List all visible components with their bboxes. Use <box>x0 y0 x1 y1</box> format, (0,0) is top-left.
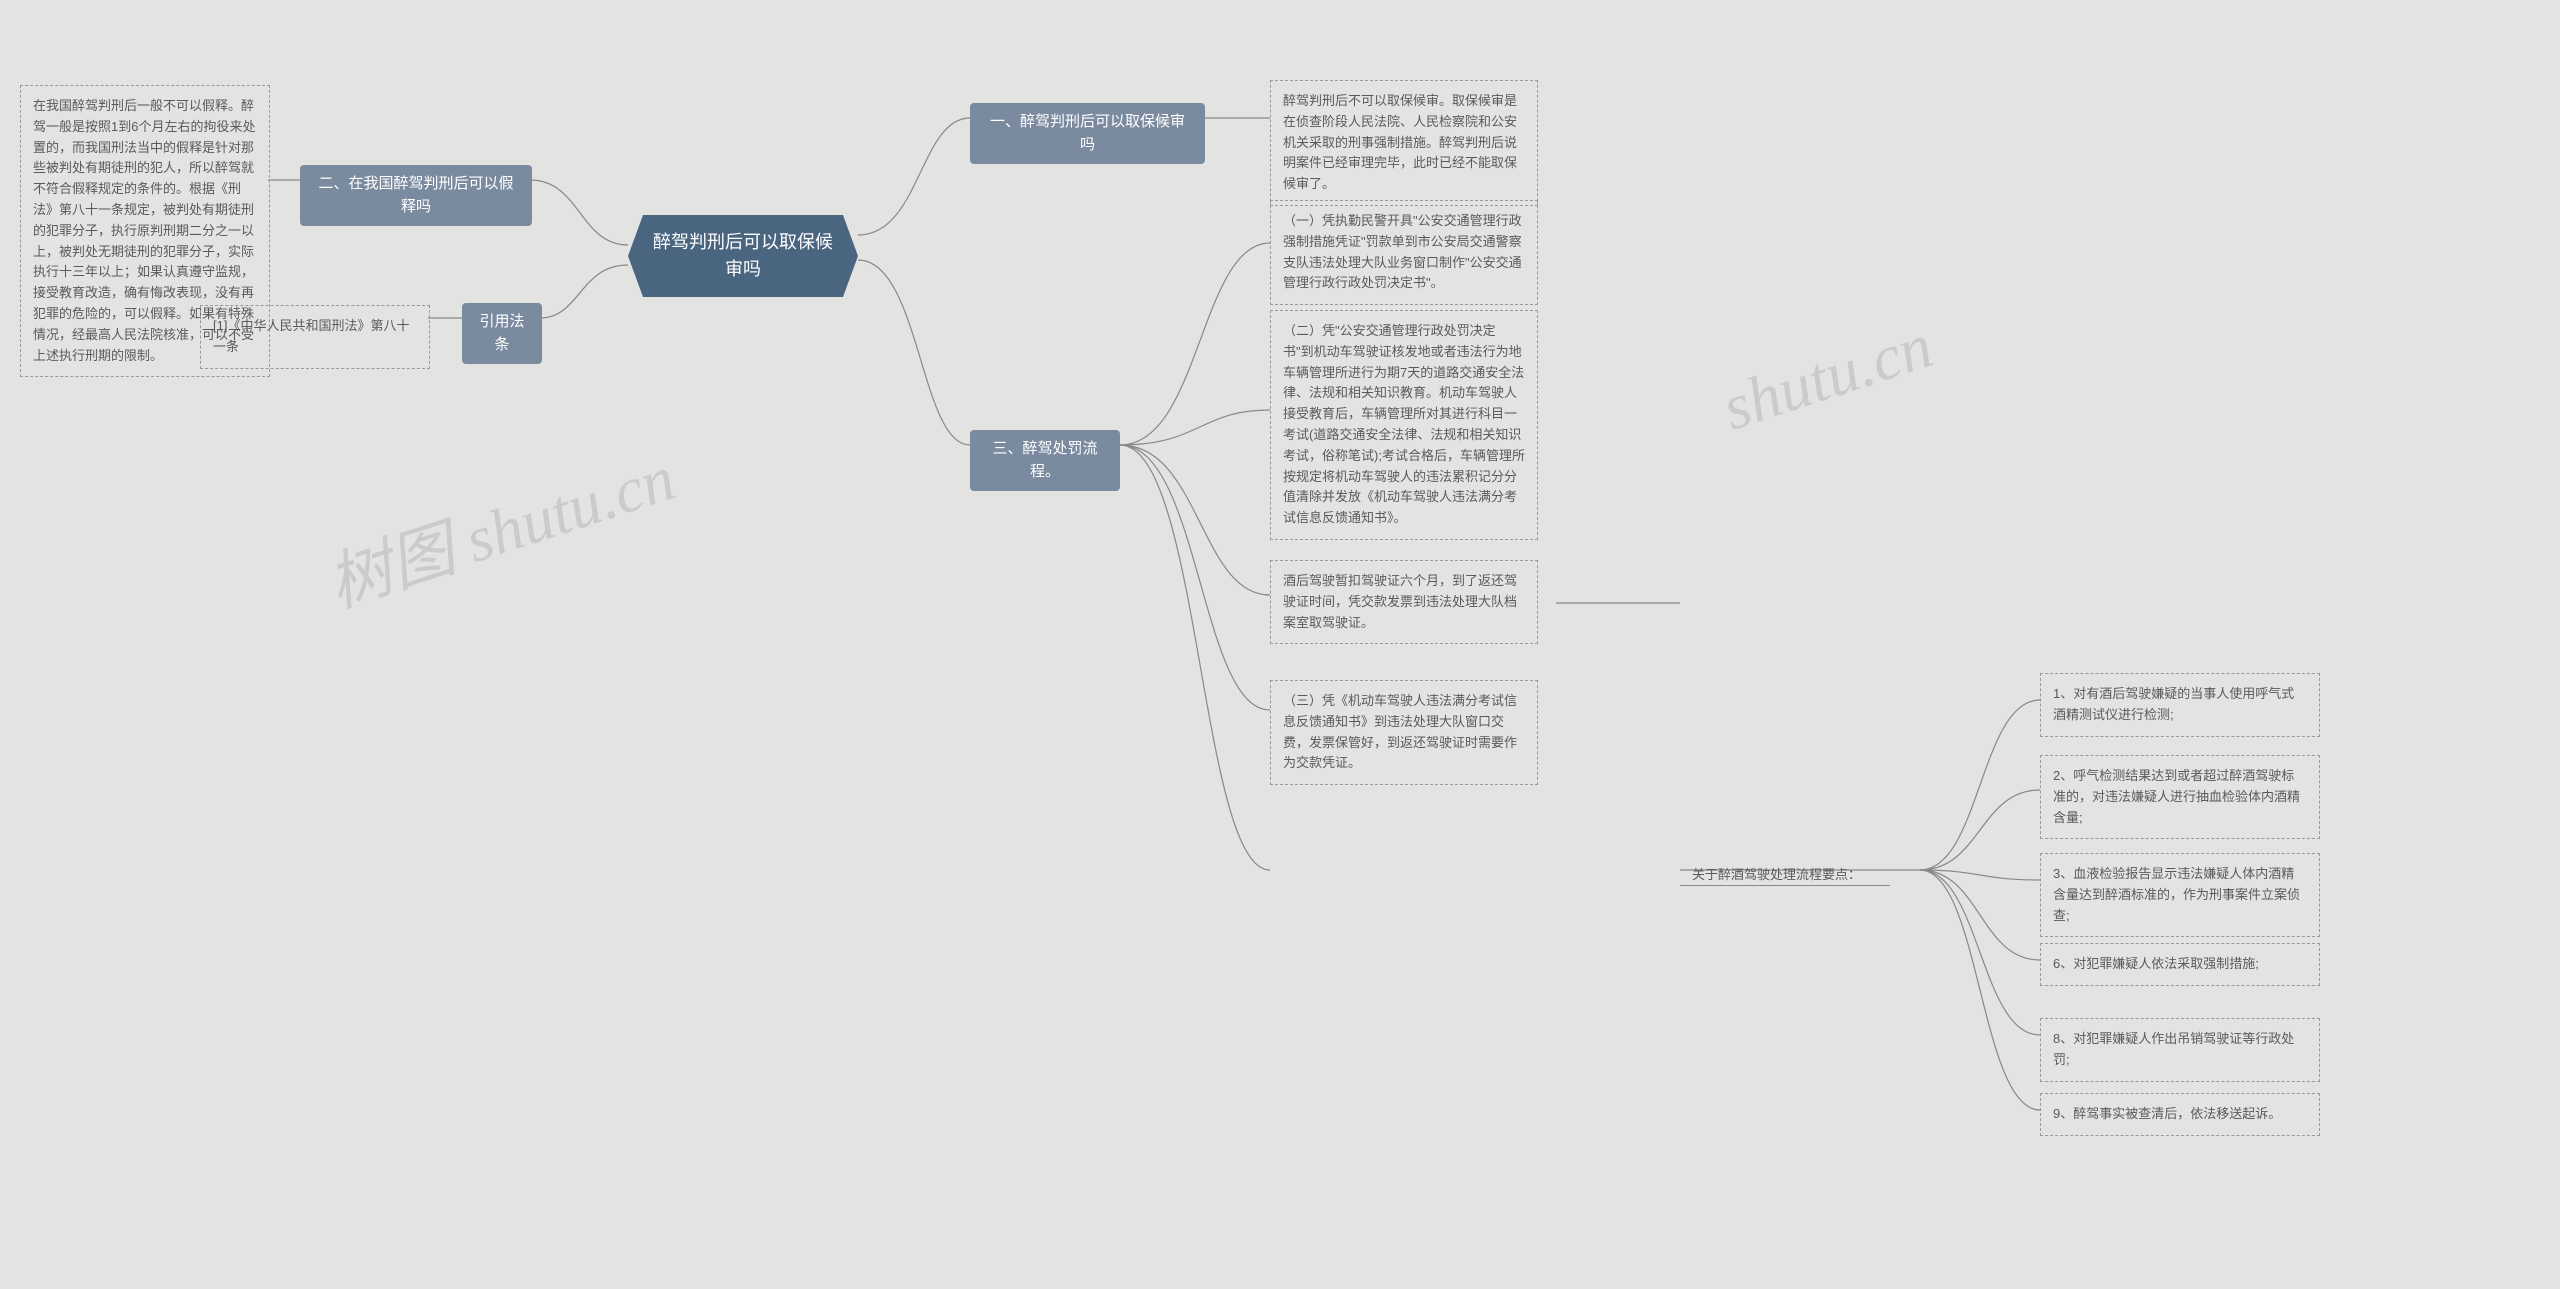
subgroup-underline <box>1680 885 1890 886</box>
leaf-right-3-0: （一）凭执勤民警开具"公安交通管理行政强制措施凭证"罚款单到市公安局交通警察支队… <box>1270 200 1538 305</box>
leaf-right-3-3: （三）凭《机动车驾驶人违法满分考试信息反馈通知书》到违法处理大队窗口交费，发票保… <box>1270 680 1538 785</box>
subgroup-item-4: 8、对犯罪嫌疑人作出吊销驾驶证等行政处罚; <box>2040 1018 2320 1082</box>
branch-right-1: 一、醉驾判刑后可以取保候审吗 <box>970 103 1205 164</box>
branch-left-2: 二、在我国醉驾判刑后可以假释吗 <box>300 165 532 226</box>
root-node: 醉驾判刑后可以取保候审吗 <box>628 215 858 297</box>
subgroup-item-1: 2、呼气检测结果达到或者超过醉酒驾驶标准的，对违法嫌疑人进行抽血检验体内酒精含量… <box>2040 755 2320 839</box>
subgroup-item-2: 3、血液检验报告显示违法嫌疑人体内酒精含量达到醉酒标准的，作为刑事案件立案侦查; <box>2040 853 2320 937</box>
leaf-right-3-2: 酒后驾驶暂扣驾驶证六个月，到了返还驾驶证时间，凭交款发票到违法处理大队档案室取驾… <box>1270 560 1538 644</box>
subgroup-label: 关于醉酒驾驶处理流程要点： <box>1680 855 1890 896</box>
subgroup-item-3: 6、对犯罪嫌疑人依法采取强制措施; <box>2040 943 2320 986</box>
subgroup-item-0: 1、对有酒后驾驶嫌疑的当事人使用呼气式酒精测试仪进行检测; <box>2040 673 2320 737</box>
leaf-cite: [1]《中华人民共和国刑法》第八十一条 <box>200 305 430 369</box>
branch-cite: 引用法条 <box>462 303 542 364</box>
subgroup-item-5: 9、醉驾事实被查清后，依法移送起诉。 <box>2040 1093 2320 1136</box>
watermark-right: shutu.cn <box>1714 309 1941 446</box>
leaf-right-1-0: 醉驾判刑后不可以取保候审。取保候审是在侦查阶段人民法院、人民检察院和公安机关采取… <box>1270 80 1538 206</box>
watermark-left: 树图 shutu.cn <box>315 427 685 625</box>
leaf-right-3-1: （二）凭"公安交通管理行政处罚决定书"到机动车驾驶证核发地或者违法行为地车辆管理… <box>1270 310 1538 540</box>
branch-right-3: 三、醉驾处罚流程。 <box>970 430 1120 491</box>
